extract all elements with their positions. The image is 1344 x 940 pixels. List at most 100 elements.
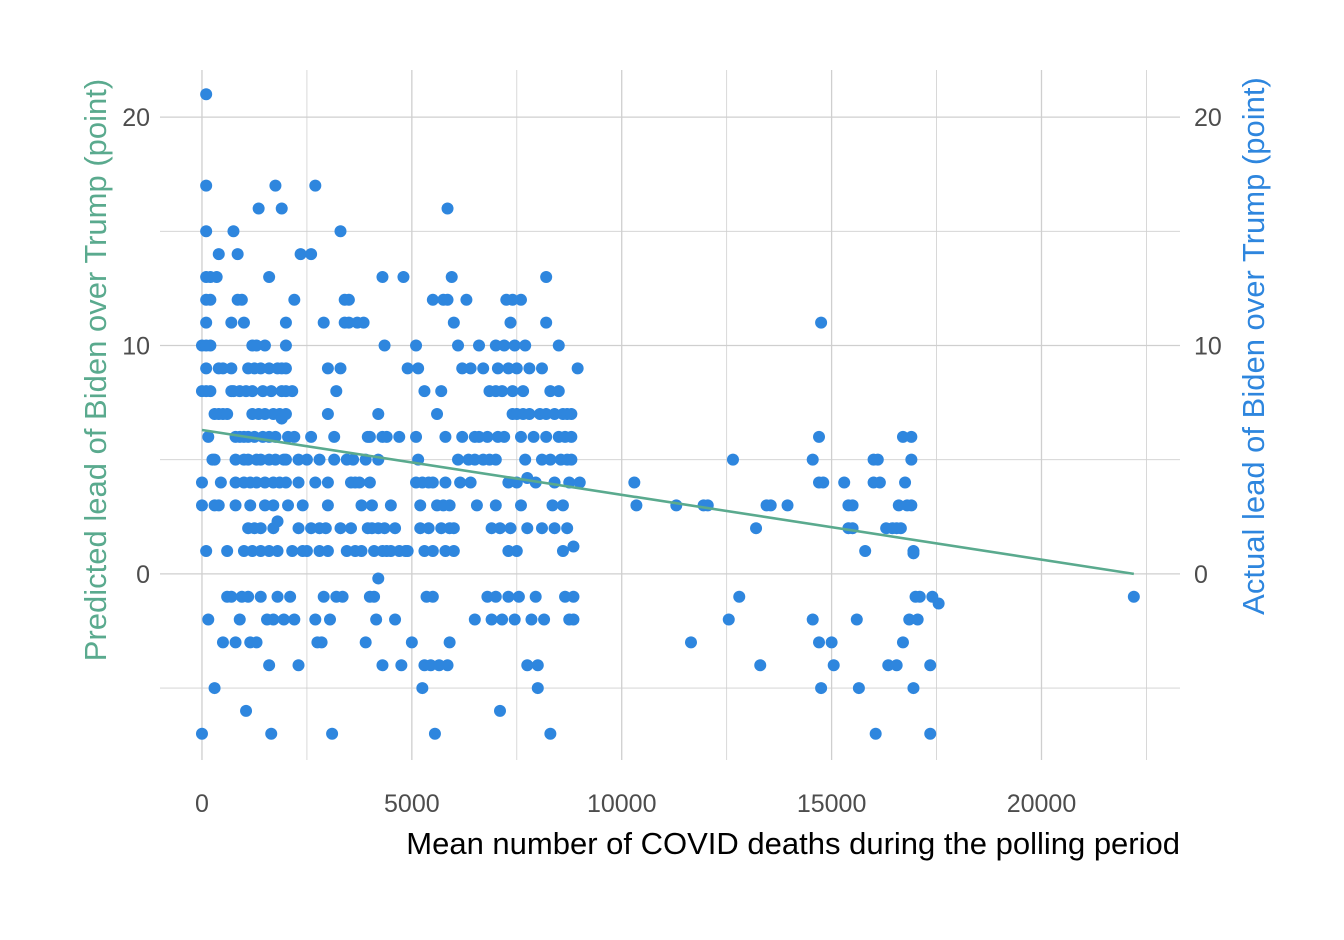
data-point xyxy=(504,316,517,329)
data-point xyxy=(216,362,229,375)
data-point xyxy=(225,362,238,375)
data-point xyxy=(529,590,542,603)
data-point xyxy=(932,597,945,610)
right-y-tick-label: 20 xyxy=(1194,104,1222,132)
data-point xyxy=(733,590,746,603)
data-point xyxy=(813,636,826,649)
data-point xyxy=(670,499,683,512)
data-point xyxy=(321,408,334,420)
data-point xyxy=(263,545,276,558)
data-point xyxy=(376,270,389,283)
data-point xyxy=(452,453,465,466)
right-y-axis-title: Actual lead of Biden over Trump (point) xyxy=(1236,77,1271,615)
data-point xyxy=(561,522,574,535)
data-point xyxy=(321,499,334,512)
data-point xyxy=(481,430,494,443)
data-point xyxy=(924,659,937,672)
data-point xyxy=(504,522,517,535)
data-point xyxy=(441,202,454,215)
data-point xyxy=(347,453,360,466)
data-point xyxy=(813,430,826,443)
right-y-tick-label: 10 xyxy=(1194,332,1222,360)
data-point xyxy=(288,293,301,306)
grid xyxy=(160,70,1180,760)
data-point xyxy=(231,248,244,261)
data-point xyxy=(195,499,208,512)
data-point xyxy=(389,522,402,535)
data-point xyxy=(368,590,381,603)
data-point xyxy=(305,430,318,443)
data-point xyxy=(781,499,794,512)
data-point xyxy=(372,408,385,420)
data-point xyxy=(200,316,213,329)
data-point xyxy=(395,659,408,672)
data-point xyxy=(519,339,532,352)
data-point xyxy=(510,545,523,558)
data-point xyxy=(265,727,278,740)
data-point xyxy=(445,270,458,283)
data-point xyxy=(489,590,502,603)
data-point xyxy=(370,613,383,626)
data-point xyxy=(252,202,265,215)
data-point xyxy=(441,293,454,306)
data-point xyxy=(464,362,477,375)
data-point xyxy=(292,659,305,672)
data-point xyxy=(300,453,313,466)
data-point xyxy=(431,408,444,420)
left-y-tick-label: 20 xyxy=(122,104,150,132)
data-point xyxy=(229,476,242,489)
data-point xyxy=(317,316,330,329)
data-point xyxy=(355,545,368,558)
data-point xyxy=(363,430,376,443)
data-point xyxy=(195,727,208,740)
data-point xyxy=(214,476,227,489)
data-point xyxy=(292,476,305,489)
data-point xyxy=(441,659,454,672)
data-point xyxy=(552,339,565,352)
data-point xyxy=(806,453,819,466)
data-point xyxy=(489,453,502,466)
data-point xyxy=(334,522,347,535)
data-point xyxy=(324,613,336,626)
data-point xyxy=(491,362,504,375)
data-point xyxy=(321,362,334,375)
data-point xyxy=(330,385,343,398)
data-point xyxy=(269,179,282,192)
data-point xyxy=(447,545,460,558)
data-point xyxy=(389,613,402,626)
data-point xyxy=(288,613,301,626)
data-point xyxy=(519,453,532,466)
data-point xyxy=(548,522,561,535)
data-point xyxy=(439,545,452,558)
data-point xyxy=(527,430,540,443)
data-point xyxy=(722,613,735,626)
data-point xyxy=(258,408,271,420)
data-point xyxy=(859,545,872,558)
data-point xyxy=(263,362,276,375)
data-point xyxy=(535,453,548,466)
data-point xyxy=(630,499,643,512)
x-tick-label: 15000 xyxy=(797,790,867,818)
data-point xyxy=(456,362,469,375)
data-point xyxy=(825,636,838,649)
data-point xyxy=(565,408,578,420)
data-point xyxy=(852,682,865,695)
data-point xyxy=(764,499,777,512)
data-point xyxy=(309,613,322,626)
data-point xyxy=(422,522,435,535)
data-point xyxy=(477,362,490,375)
data-point xyxy=(250,476,263,489)
data-point xyxy=(535,362,548,375)
data-point xyxy=(204,385,217,398)
data-point xyxy=(496,385,509,398)
data-point xyxy=(300,545,313,558)
right-y-axis-ticks: 0 10 20 xyxy=(1194,104,1222,589)
data-point xyxy=(540,430,553,443)
data-point xyxy=(468,453,481,466)
data-point xyxy=(544,453,557,466)
data-point xyxy=(573,476,586,489)
data-point xyxy=(416,682,429,695)
data-point xyxy=(428,727,441,740)
data-point xyxy=(200,545,213,558)
